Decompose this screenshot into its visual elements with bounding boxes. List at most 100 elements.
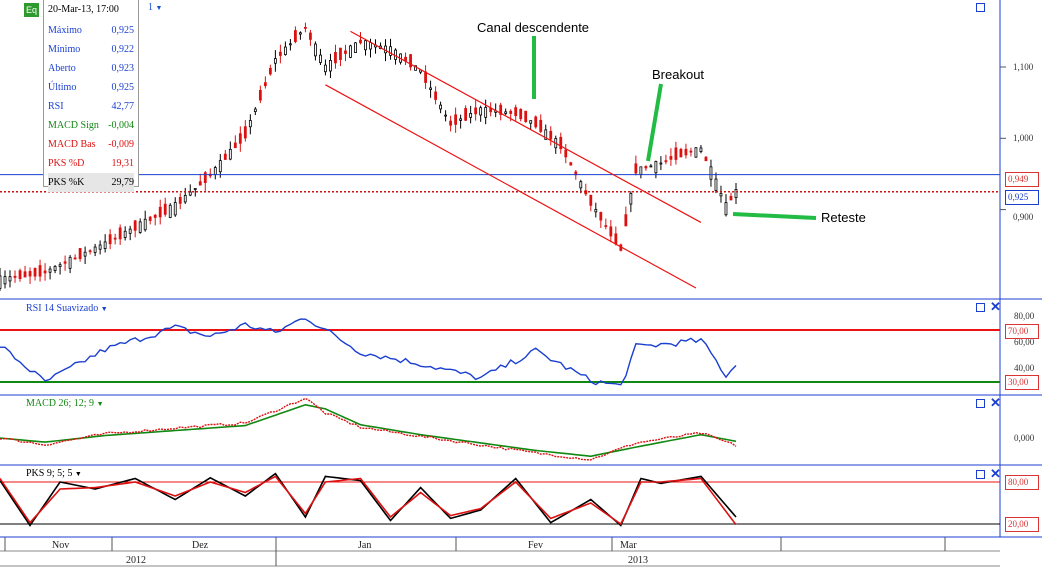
candle-body: [729, 195, 733, 201]
channel-upper-line: [350, 30, 702, 223]
candle-body: [569, 162, 573, 166]
candle-body: [88, 250, 92, 253]
candle-body: [604, 225, 608, 228]
candle-body: [193, 188, 197, 190]
macd-panel-selector[interactable]: MACD 26; 12; 9 ▼: [26, 398, 104, 409]
info-row-pks-%d: PKS %D 19,31: [48, 154, 134, 173]
candle-body: [464, 108, 468, 121]
candle-body: [709, 166, 713, 180]
info-row-m-nimo: Mínimo 0,922: [48, 40, 134, 59]
candle-body: [83, 251, 87, 257]
rsi-panel: [0, 318, 1000, 386]
info-value: 0,923: [111, 63, 135, 74]
maximize-icon[interactable]: [976, 399, 985, 408]
candle-body: [188, 191, 192, 196]
info-row-pks-%k: PKS %K 29,79: [48, 173, 134, 192]
chevron-down-icon: ▼: [155, 4, 163, 12]
channel-lower-line: [325, 84, 697, 289]
info-value: 0,922: [111, 44, 135, 55]
candle-body: [514, 107, 518, 117]
rsi-upper-badge: 70,00: [1005, 324, 1039, 339]
candle-body: [429, 87, 432, 90]
eq-badge[interactable]: Eq: [24, 3, 39, 17]
candle-body: [529, 120, 533, 124]
rsi-tick-80: 80,00: [1014, 311, 1035, 321]
info-label: Mínimo: [48, 44, 81, 55]
candle-body: [594, 209, 598, 213]
candle-body: [158, 206, 162, 218]
candle-body: [0, 275, 2, 289]
candle-body: [349, 45, 352, 58]
close-icon[interactable]: ✕: [990, 466, 1001, 481]
rsi-tick-60: 60,00: [1014, 337, 1035, 347]
info-row--ltimo: Último 0,925: [48, 78, 134, 97]
annotation-canal-descendente: Canal descendente: [477, 20, 590, 35]
macd-panel: [0, 397, 737, 461]
candle-body: [334, 52, 337, 64]
candle-body: [173, 202, 177, 216]
candle-body: [58, 264, 62, 267]
symbol-selector[interactable]: 1 ▼: [148, 2, 162, 13]
candle-body: [218, 160, 222, 173]
pks-panel-selector[interactable]: PKS 9; 5; 5 ▼: [26, 468, 82, 479]
candle-body: [344, 50, 347, 54]
candle-body: [93, 246, 97, 253]
candle-body: [13, 275, 17, 278]
candle-body: [689, 150, 693, 153]
info-label: RSI: [48, 101, 64, 112]
candle-body: [484, 107, 488, 118]
candle-body: [243, 126, 247, 139]
candle-body: [439, 104, 442, 110]
maximize-icon[interactable]: [976, 303, 985, 312]
rsi-panel-selector[interactable]: RSI 14 Suavizado ▼: [26, 303, 108, 314]
info-timestamp: 20-Mar-13, 17:00: [48, 4, 119, 15]
candle-body: [669, 156, 673, 160]
candle-body: [273, 58, 277, 64]
candle-body: [354, 42, 357, 53]
candle-body: [489, 107, 493, 113]
month-label-mar: Mar: [620, 540, 637, 551]
candle-body: [248, 120, 252, 128]
price-tick-1: 1,100: [1013, 62, 1034, 72]
maximize-icon[interactable]: [976, 470, 985, 479]
pks-k-line: [0, 472, 737, 527]
candle-body: [63, 261, 67, 264]
candle-body: [198, 181, 202, 186]
candle-body: [524, 110, 528, 123]
candle-body: [684, 148, 688, 156]
candle-body: [168, 204, 172, 218]
candle-body: [559, 136, 563, 150]
year-label-2013: 2013: [628, 555, 648, 566]
candle-body: [674, 147, 678, 160]
candle-body: [454, 114, 458, 125]
candle-body: [394, 49, 397, 60]
candle-body: [178, 196, 182, 204]
close-icon[interactable]: ✕: [990, 395, 1001, 410]
candle-body: [509, 110, 513, 114]
maximize-icon[interactable]: [976, 3, 985, 12]
candle-body: [504, 111, 508, 114]
pks-panel: [0, 472, 1000, 527]
candle-body: [469, 113, 473, 118]
reteste-marker: [732, 212, 817, 220]
symbol-tail-text: 1: [148, 2, 153, 13]
info-row-rsi: RSI 42,77: [48, 97, 134, 116]
candle-body: [123, 230, 127, 238]
candle-body: [724, 202, 728, 216]
candle-body: [304, 26, 307, 29]
candle-body: [294, 30, 297, 43]
candle-body: [283, 46, 287, 55]
candle-body: [153, 214, 157, 218]
pks-upper-badge: 80,00: [1005, 475, 1039, 490]
candle-body: [33, 268, 37, 277]
candle-body: [609, 226, 613, 237]
month-label-fev: Fev: [528, 540, 543, 551]
candle-body: [148, 216, 152, 221]
chevron-down-icon: ▼: [74, 470, 82, 478]
close-icon[interactable]: ✕: [990, 299, 1001, 314]
candle-body: [108, 234, 112, 245]
candle-body: [639, 166, 643, 175]
candle-body: [614, 233, 618, 245]
candle-body: [28, 271, 32, 277]
